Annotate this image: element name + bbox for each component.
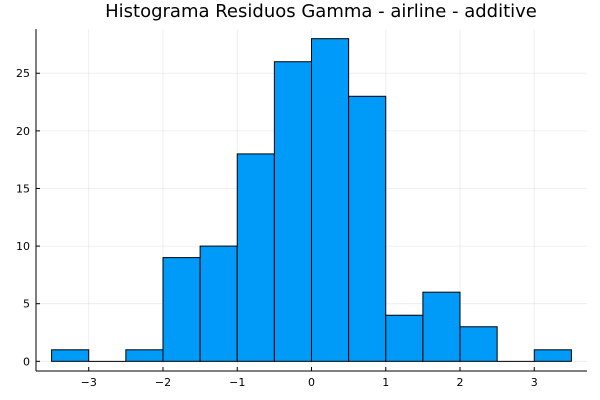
bars-layer: [51, 38, 572, 362]
x-tick-label: −2: [155, 376, 171, 389]
histogram-bar: [348, 95, 387, 362]
x-tick-label: −3: [81, 376, 97, 389]
histogram-bar: [199, 245, 238, 362]
chart-title: Histograma Residuos Gamma - airline - ad…: [105, 1, 537, 22]
histogram-bar: [459, 326, 498, 362]
histogram-bar: [311, 38, 350, 362]
x-tick-label: 0: [308, 376, 315, 389]
histogram-bar: [162, 257, 201, 362]
y-tick-label: 5: [23, 298, 30, 311]
histogram-bar: [236, 153, 275, 362]
x-tick-label: 1: [382, 376, 389, 389]
histogram-bar: [533, 349, 572, 362]
y-tick-label: 10: [16, 240, 30, 253]
x-tick-label: 3: [531, 376, 538, 389]
histogram-bar: [125, 349, 164, 362]
y-tick-label: 20: [16, 125, 30, 138]
histogram-bar: [51, 349, 90, 362]
x-tick-label: 2: [457, 376, 464, 389]
ticks-layer: −3 −2 −1 0 1 2 3 0 5 10 15 20 25: [16, 67, 538, 389]
x-tick-label: −1: [229, 376, 245, 389]
histogram-bar: [422, 291, 461, 362]
histogram-bar: [385, 314, 424, 362]
y-tick-label: 25: [16, 67, 30, 80]
y-tick-label: 15: [16, 182, 30, 195]
histogram-bar: [273, 61, 312, 362]
y-tick-label: 0: [23, 355, 30, 368]
